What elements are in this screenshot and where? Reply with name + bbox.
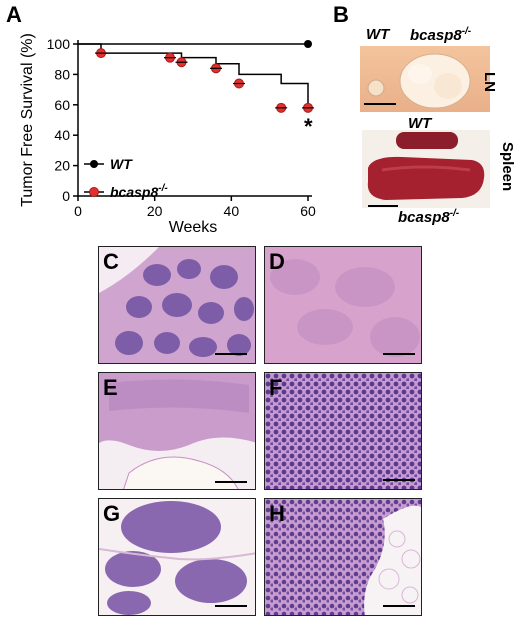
y-tick-label: 100 bbox=[47, 36, 71, 52]
histology-g: G bbox=[98, 498, 256, 616]
chart-axes: 0 20 40 60 80 100 0 20 40 60 bbox=[47, 36, 316, 219]
scale-bar bbox=[383, 353, 415, 355]
wt-spleen-label: WT bbox=[408, 115, 432, 132]
histology-c: C bbox=[98, 246, 256, 364]
y-tick-label: 20 bbox=[54, 158, 70, 174]
legend-marker-wt bbox=[90, 160, 98, 168]
survival-chart: Tumor Free Survival (%) Weeks 0 20 40 60 80 1… bbox=[19, 33, 316, 236]
panel-e-letter: E bbox=[103, 375, 118, 400]
x-tick-label: 60 bbox=[300, 203, 316, 219]
panel-a-letter: A bbox=[6, 2, 22, 27]
scale-bar bbox=[215, 353, 247, 355]
lymph-node-photo bbox=[360, 46, 490, 112]
legend-marker-ko bbox=[89, 187, 99, 197]
y-tick-label: 60 bbox=[54, 97, 70, 113]
x-tick-label: 20 bbox=[147, 203, 163, 219]
chart-legend: WT bcasp8-/- bbox=[84, 156, 168, 200]
scale-bar bbox=[215, 481, 247, 483]
y-tick-label: 80 bbox=[54, 66, 70, 82]
histology-h: H bbox=[264, 498, 422, 616]
panel-f-letter: F bbox=[269, 375, 283, 400]
y-axis-label: Tumor Free Survival (%) bbox=[19, 33, 36, 207]
histology-f: F bbox=[264, 372, 422, 490]
y-tick-label: 40 bbox=[54, 127, 70, 143]
scale-bar bbox=[215, 605, 247, 607]
chart-lines bbox=[78, 40, 314, 113]
ko-ln-label: bcasp8-/- bbox=[410, 26, 472, 44]
x-tick-label: 0 bbox=[74, 203, 82, 219]
panel-h-letter: H bbox=[269, 501, 285, 526]
histology-e: E bbox=[98, 372, 256, 490]
spleen-label: Spleen bbox=[499, 142, 516, 192]
significance-asterisk: * bbox=[304, 114, 313, 139]
legend-label-0: WT bbox=[110, 156, 133, 172]
series-marker-wt bbox=[304, 40, 312, 48]
scale-bar bbox=[383, 605, 415, 607]
wt-ln-label: WT bbox=[366, 26, 390, 43]
panel-b-letter: B bbox=[333, 2, 349, 27]
panel-c-letter: C bbox=[103, 249, 119, 274]
panel-g-letter: G bbox=[103, 501, 121, 526]
series-line-1 bbox=[78, 43, 309, 108]
x-tick-label: 40 bbox=[224, 203, 240, 219]
histology-d: D bbox=[264, 246, 422, 364]
spleen-photo bbox=[362, 130, 490, 208]
legend-label-1: bcasp8-/- bbox=[110, 183, 168, 200]
ko-spleen-label: bcasp8-/- bbox=[398, 208, 460, 226]
scale-bar bbox=[383, 479, 415, 481]
ln-label: LN bbox=[481, 72, 498, 92]
x-axis-label: Weeks bbox=[169, 219, 218, 236]
panel-d-letter: D bbox=[269, 249, 285, 274]
y-tick-label: 0 bbox=[62, 188, 70, 204]
